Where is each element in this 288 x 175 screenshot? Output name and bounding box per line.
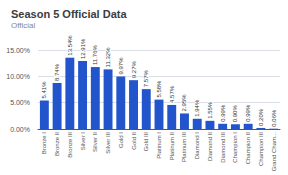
svg-text:7.57%: 7.57% bbox=[143, 69, 149, 87]
svg-text:0.99%: 0.99% bbox=[220, 104, 226, 122]
svg-text:8.74%: 8.74% bbox=[54, 63, 60, 81]
svg-text:9.27%: 9.27% bbox=[131, 61, 137, 79]
svg-text:2.95%: 2.95% bbox=[181, 94, 187, 112]
svg-text:11.76%: 11.76% bbox=[92, 44, 98, 65]
svg-text:5.58%: 5.58% bbox=[156, 80, 162, 98]
svg-text:0.20%: 0.20% bbox=[258, 108, 264, 126]
svg-text:9.97%: 9.97% bbox=[118, 57, 124, 75]
svg-text:Platinum II: Platinum II bbox=[169, 132, 175, 161]
svg-text:13.54%: 13.54% bbox=[67, 35, 73, 56]
svg-text:Silver I: Silver I bbox=[80, 132, 86, 151]
svg-text:Silver III: Silver III bbox=[105, 132, 111, 154]
svg-text:Gold I: Gold I bbox=[118, 132, 124, 148]
svg-text:5.00%: 5.00% bbox=[10, 99, 30, 106]
svg-text:Silver II: Silver II bbox=[92, 132, 98, 152]
svg-text:4.57%: 4.57% bbox=[169, 85, 175, 103]
svg-text:1.55%: 1.55% bbox=[207, 101, 213, 119]
svg-text:Grand Cham...: Grand Cham... bbox=[271, 132, 277, 172]
svg-text:11.32%: 11.32% bbox=[105, 47, 111, 68]
svg-text:Season 5 Official Data: Season 5 Official Data bbox=[11, 8, 127, 20]
svg-text:Gold III: Gold III bbox=[143, 132, 149, 152]
svg-text:Champion III: Champion III bbox=[258, 132, 264, 166]
svg-text:Platinum III: Platinum III bbox=[181, 132, 187, 162]
svg-text:15.00%: 15.00% bbox=[6, 47, 30, 54]
svg-text:10.00%: 10.00% bbox=[6, 73, 30, 80]
svg-text:Bronze I: Bronze I bbox=[41, 132, 47, 155]
svg-text:Champion II: Champion II bbox=[245, 132, 251, 165]
svg-text:Bronze III: Bronze III bbox=[67, 132, 73, 158]
svg-text:Diamond I: Diamond I bbox=[194, 132, 200, 160]
svg-text:Official: Official bbox=[11, 21, 36, 30]
svg-text:Gold II: Gold II bbox=[131, 132, 137, 150]
svg-text:0.99%: 0.99% bbox=[245, 104, 251, 122]
svg-text:0.06%: 0.06% bbox=[271, 109, 277, 127]
svg-text:5.41%: 5.41% bbox=[41, 81, 47, 99]
svg-text:12.91%: 12.91% bbox=[80, 38, 86, 59]
svg-text:0.00%: 0.00% bbox=[10, 126, 30, 133]
svg-text:Bronze II: Bronze II bbox=[54, 132, 60, 156]
svg-text:Diamond III: Diamond III bbox=[220, 132, 226, 163]
svg-text:Diamond II: Diamond II bbox=[207, 132, 213, 161]
svg-text:Champion I: Champion I bbox=[232, 132, 238, 163]
svg-text:Platinum I: Platinum I bbox=[156, 132, 162, 159]
svg-text:1.94%: 1.94% bbox=[194, 99, 200, 117]
svg-text:0.90%: 0.90% bbox=[232, 105, 238, 123]
